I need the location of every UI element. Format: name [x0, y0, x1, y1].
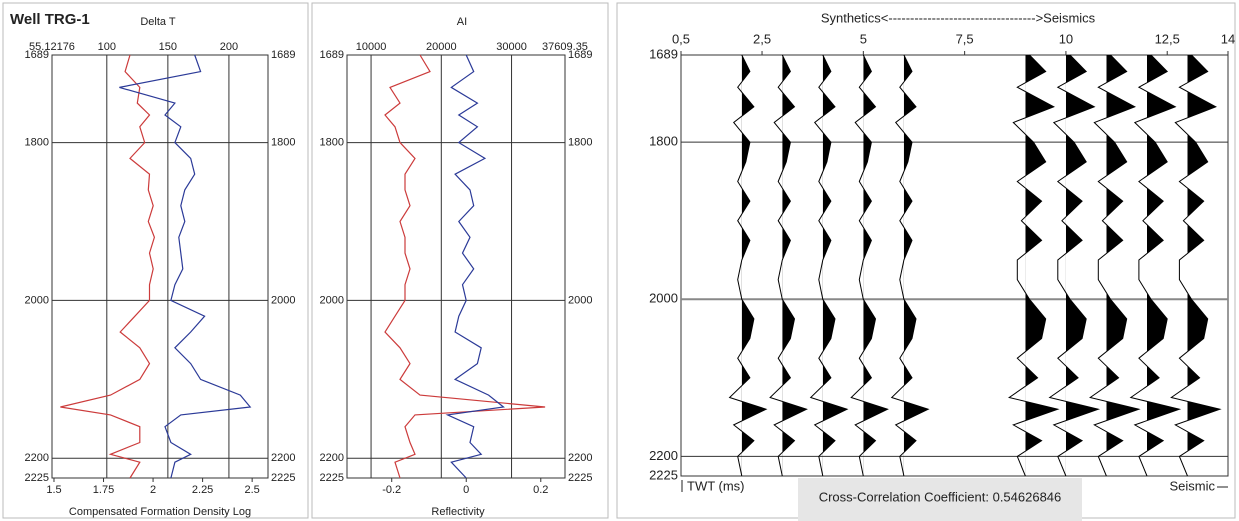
x-top-tick-label: 10000: [356, 41, 387, 53]
x-top-tick-label: 30000: [496, 41, 527, 53]
trace-fill: [741, 55, 767, 476]
panel-frame: [2, 2, 309, 519]
x-tick-label: 1.5: [46, 484, 61, 496]
log-curve: [60, 54, 156, 479]
x-tick-label: 10: [1059, 31, 1073, 46]
y-tick-label: 2225: [320, 472, 344, 484]
x-tick-label: 1.75: [93, 484, 114, 496]
x-axis-title: Seismic: [1169, 478, 1215, 493]
annotation-box: [798, 478, 1082, 521]
x-tick-label: 7,5: [956, 31, 974, 46]
trace-fill: [782, 55, 807, 476]
y-tick-label: 2200: [568, 452, 592, 464]
x-tick-label: 5: [860, 31, 867, 46]
plot-area: [346, 54, 566, 479]
trace-fill: [822, 55, 848, 476]
x-tick-label: -0.2: [382, 484, 401, 496]
y-tick-label: 2225: [649, 467, 678, 482]
x-top-tick-label: 100: [98, 41, 116, 53]
trace: [890, 54, 930, 477]
panel-title: Synthetics<-----------------------------…: [821, 10, 1096, 25]
y-tick-label: 1800: [25, 137, 49, 149]
trace-fill: [1065, 55, 1099, 476]
trace-fill: [903, 55, 929, 476]
y-tick-label: 1800: [271, 137, 295, 149]
y-tick-label: 1800: [568, 137, 592, 149]
trace: [850, 54, 889, 477]
x-tick-label: 0,5: [672, 31, 690, 46]
x-tick-label: 2,5: [753, 31, 771, 46]
well-title: Well TRG-1: [10, 11, 90, 28]
y-tick-label: 1689: [271, 49, 295, 61]
x-top-tick-label: 20000: [426, 41, 457, 53]
y-tick-label: 2000: [320, 294, 344, 306]
log-curve: [384, 54, 546, 479]
x-tick-label: 12,5: [1155, 31, 1180, 46]
trace: [1129, 54, 1182, 477]
y-tick-label: 2000: [568, 294, 592, 306]
panel-title: AI: [457, 16, 467, 28]
y-tick-label: 1800: [649, 134, 678, 149]
trace-fill: [863, 55, 888, 453]
log-curve: [445, 54, 505, 479]
trace-fill: [1146, 55, 1180, 476]
axis-title: Reflectivity: [431, 506, 485, 518]
y-tick-label: 1689: [25, 49, 49, 61]
y-tick-label: 2225: [271, 472, 295, 484]
y-tick-label: 2000: [25, 294, 49, 306]
trace-fill: [1187, 55, 1220, 476]
axis-title: Compensated Formation Density Log: [69, 506, 251, 518]
panel-frame: [311, 2, 609, 519]
x-tick-label: 14: [1221, 31, 1235, 46]
plot-area: [51, 54, 269, 479]
y-tick-label: 2000: [271, 294, 295, 306]
y-tick-label: 1689: [568, 49, 592, 61]
panel-title: Delta T: [140, 16, 176, 28]
y-tick-label: 1689: [320, 49, 344, 61]
x-tick-label: 2: [150, 484, 156, 496]
trace: [1170, 54, 1222, 477]
y-axis-title: TWT (ms): [687, 478, 745, 493]
x-tick-label: 2.5: [244, 484, 259, 496]
trace: [1088, 54, 1141, 477]
x-top-tick-label: 150: [159, 41, 177, 53]
x-tick-label: 0: [463, 484, 469, 496]
x-top-tick-label: 200: [220, 41, 238, 53]
panel-frame: [616, 2, 1236, 519]
trace: [1048, 54, 1101, 477]
y-tick-label: 2000: [649, 291, 678, 306]
trace: [809, 54, 849, 477]
trace: [1007, 54, 1060, 477]
log-curve: [119, 54, 252, 479]
y-tick-label: 2200: [320, 452, 344, 464]
trace: [728, 54, 768, 477]
trace: [769, 54, 808, 477]
y-tick-label: 2225: [25, 472, 49, 484]
y-tick-label: 2200: [25, 452, 49, 464]
y-tick-label: 1689: [649, 46, 678, 61]
y-tick-label: 2200: [649, 448, 678, 463]
y-tick-label: 2200: [271, 452, 295, 464]
y-tick-label: 1800: [320, 137, 344, 149]
x-tick-label: 0.2: [533, 484, 548, 496]
annotation: Cross-Correlation Coefficient: 0.5462684…: [819, 489, 1062, 504]
x-tick-label: 2.25: [192, 484, 213, 496]
x-top-tick-label: 55.12176: [29, 41, 75, 53]
trace-fill: [1106, 55, 1139, 452]
x-top-tick-label: 37609.35: [542, 41, 588, 53]
trace-fill: [1025, 55, 1058, 476]
y-tick-label: 2225: [568, 472, 592, 484]
